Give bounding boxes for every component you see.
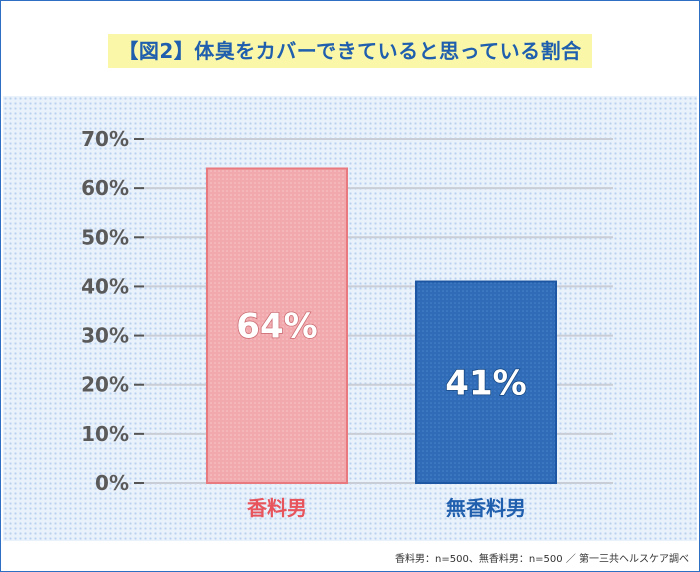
y-tick-label: 0% — [95, 471, 129, 495]
y-axis: 0% 10% 20% 30% 40% 50% 60% 70% — [81, 127, 144, 495]
y-tick-label: 30% — [81, 324, 129, 348]
x-category-label: 香料男 — [247, 496, 307, 520]
bar-layer — [206, 167, 557, 484]
x-category-label: 無香料男 — [446, 496, 526, 520]
y-tick-label: 10% — [81, 422, 129, 446]
bar-no-fragrance — [415, 280, 557, 484]
y-tick-label: 40% — [81, 274, 129, 298]
label-layer: 64% 香料男 41% 無香料男 — [236, 306, 528, 520]
chart-title: 【図2】体臭をカバーできていると思っている割合 — [108, 34, 592, 68]
y-tick-label: 70% — [81, 127, 129, 151]
bar-value-label: 41% — [445, 363, 526, 403]
y-tick-label: 20% — [81, 373, 129, 397]
title-wrap: 【図2】体臭をカバーできていると思っている割合 — [1, 34, 699, 68]
chart-area — [3, 96, 697, 541]
y-tick-label: 50% — [81, 225, 129, 249]
y-tick-label: 60% — [81, 176, 129, 200]
bar-value-label: 64% — [236, 307, 317, 347]
bar-fragrance — [206, 167, 348, 484]
source-note: 香料男：n=500、無香料男：n=500 ／ 第一三共ヘルスケア調べ — [395, 554, 689, 565]
